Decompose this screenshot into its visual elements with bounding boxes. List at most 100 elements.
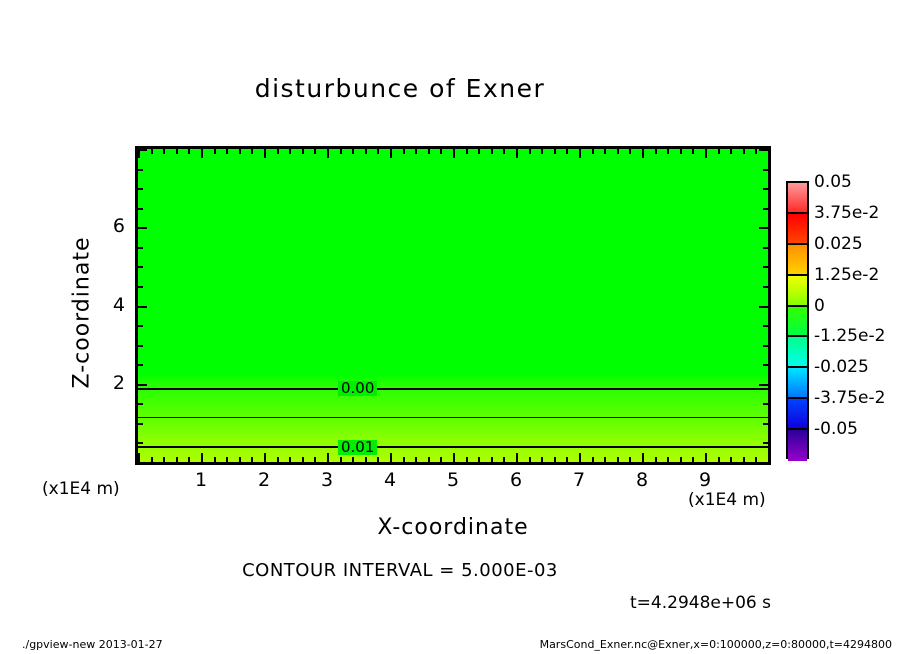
x-tick-minor [150,457,153,462]
x-tick-minor [289,457,292,462]
x-tick-minor [566,457,569,462]
colorbar-label: 0 [814,295,825,316]
x-tick-minor [377,457,380,462]
x-tick-label: 8 [635,469,649,491]
y-tick-minor [138,266,143,269]
x-tick-minor [339,457,342,462]
colorbar-label: -0.05 [814,419,858,440]
x-tick-major [201,453,203,462]
contour-line-001 [138,446,768,448]
x-tick-top-minor [364,149,367,154]
x-tick-label: 4 [383,469,397,491]
x-tick-minor [238,457,241,462]
x-tick-minor [478,457,481,462]
footer-source-text: MarsCond_Exner.nc@Exner,x=0:100000,z=0:8… [539,638,892,651]
x-tick-top-minor [238,149,241,154]
colorbar-band [788,275,807,307]
page-title: disturbunce of Exner [254,74,546,103]
x-tick-major [516,453,518,462]
colorbar-label: 3.75e-2 [814,202,880,223]
x-tick-minor [188,457,191,462]
x-tick-label: 1 [194,469,208,491]
colorbar-band [788,368,807,400]
x-tick-top-minor [591,149,594,154]
x-tick-major [390,453,392,462]
x-tick-top-minor [314,149,317,154]
y-tick-right-minor [763,325,768,328]
x-tick-major [579,453,581,462]
x-tick-top-minor [440,149,443,154]
x-tick-top-minor [339,149,342,154]
x-tick-top-minor [566,149,569,154]
contour-line-zero [138,388,768,390]
plot-area: 0.00 0.01 [135,146,771,465]
x-tick-top-major [327,149,329,158]
x-tick-minor [591,457,594,462]
x-tick-minor [440,457,443,462]
x-tick-major [138,453,140,462]
x-tick-minor [415,457,418,462]
colorbar-label: 0.05 [814,172,852,192]
y-tick-minor [138,246,143,249]
x-tick-major [642,453,644,462]
y-tick-right-minor [763,188,768,191]
x-tick-minor [352,457,355,462]
x-tick-top-minor [289,149,292,154]
x-tick-top-major [768,149,770,158]
y-tick-right-major [759,149,768,151]
y-tick-label: 4 [112,293,125,316]
x-tick-minor [667,457,670,462]
y-tick-minor [138,188,143,191]
x-tick-minor [276,457,279,462]
y-tick-right-minor [763,207,768,210]
y-tick-minor [138,442,143,445]
x-tick-minor [175,457,178,462]
x-tick-major [705,453,707,462]
y-tick-minor [138,285,143,288]
x-tick-minor [301,457,304,462]
footer-command-text: ./gpview-new 2013-01-27 [22,638,163,651]
y-axis-title: Z-coordinate [69,236,95,389]
colorbar-band [788,430,807,461]
contour-label-zero: 0.00 [338,381,378,396]
x-tick-top-minor [402,149,405,154]
x-tick-top-minor [213,149,216,154]
x-tick-top-major [390,149,392,158]
y-tick-major [138,305,147,308]
x-tick-top-minor [553,149,556,154]
y-tick-major [138,227,147,230]
colorbar-label: -3.75e-2 [814,388,886,409]
x-tick-minor [226,457,229,462]
y-tick-minor [138,344,143,347]
x-tick-minor [490,457,493,462]
y-tick-right-minor [763,403,768,406]
x-tick-top-minor [427,149,430,154]
x-tick-top-minor [175,149,178,154]
x-tick-top-minor [377,149,380,154]
x-tick-minor [730,457,733,462]
x-tick-top-minor [654,149,657,154]
y-tick-minor [138,462,143,464]
x-tick-top-minor [415,149,418,154]
x-tick-minor [314,457,317,462]
x-tick-top-minor [528,149,531,154]
x-tick-minor [251,457,254,462]
x-tick-top-minor [226,149,229,154]
colorbar-band [788,183,807,214]
x-tick-minor [604,457,607,462]
x-tick-minor [364,457,367,462]
x-tick-top-major [642,149,644,158]
y-tick-right-minor [763,462,768,464]
y-tick-minor [138,364,143,367]
colorbar-label: 1.25e-2 [814,264,880,285]
timestamp-text: t=4.2948e+06 s [630,593,771,613]
x-tick-top-minor [730,149,733,154]
x-tick-top-major [138,149,140,158]
x-tick-top-minor [150,149,153,154]
y-tick-right-minor [763,285,768,288]
y-tick-right-minor [763,364,768,367]
x-tick-top-minor [352,149,355,154]
x-tick-top-minor [503,149,506,154]
x-tick-minor [213,457,216,462]
